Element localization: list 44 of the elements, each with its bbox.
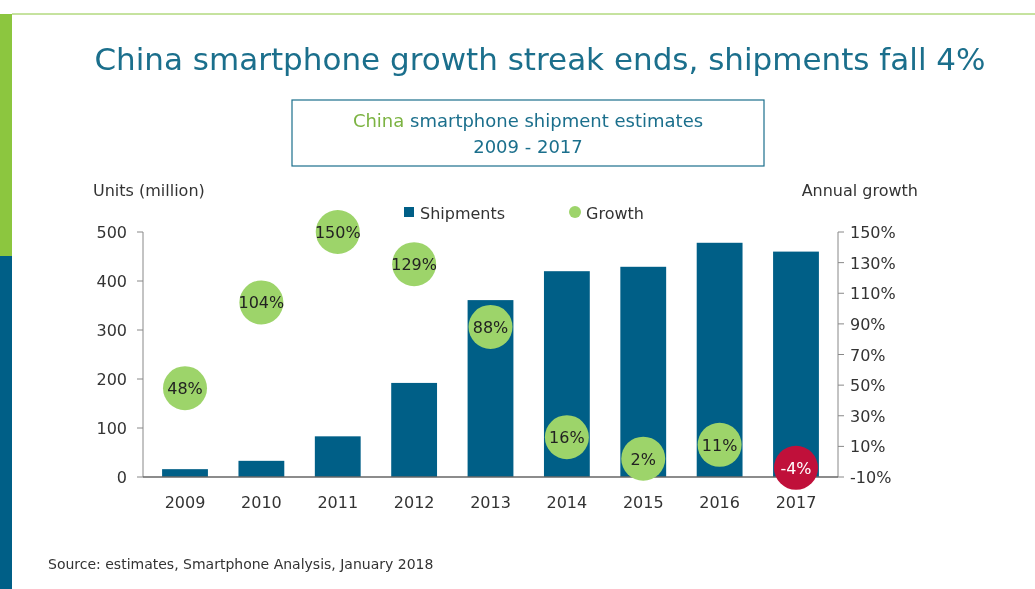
x-tick-label: 2017 — [775, 493, 817, 512]
y-tick-label: 100 — [96, 419, 127, 438]
bar — [391, 382, 438, 477]
x-tick-label: 2010 — [241, 493, 282, 512]
y2-tick-label: 150% — [850, 223, 896, 242]
y-tick-label: 300 — [96, 321, 127, 340]
y2-tick-label: 110% — [850, 284, 896, 304]
data-label: 150% — [314, 223, 361, 242]
y-tick-label: 200 — [96, 370, 127, 389]
y2-tick-label: -10% — [850, 468, 892, 487]
legend-label: Shipments — [420, 204, 506, 223]
x-tick-label: 2014 — [546, 493, 588, 512]
y-axis-title: Units (million) — [93, 181, 205, 200]
x-tick-label: 2013 — [470, 493, 511, 512]
data-label: 48% — [167, 379, 203, 399]
data-label: 2% — [630, 449, 656, 469]
data-label: 129% — [391, 255, 437, 275]
data-label: 88% — [472, 317, 509, 337]
y2-tick-label: 90% — [850, 314, 886, 334]
data-label: 104% — [238, 293, 285, 313]
bar — [162, 469, 208, 477]
legend-label: Growth — [586, 204, 644, 223]
y-tick-label: 500 — [96, 223, 127, 242]
data-label: -4% — [780, 458, 812, 478]
bar — [314, 436, 361, 477]
y-tick-label: 400 — [96, 272, 127, 291]
bar — [238, 460, 285, 477]
y-tick-label: 0 — [116, 468, 127, 487]
y2-tick-label: 30% — [850, 406, 886, 426]
x-tick-label: 2011 — [317, 493, 359, 512]
x-tick-label: 2012 — [393, 493, 435, 512]
y2-tick-label: 50% — [850, 376, 886, 396]
y2-tick-label: 130% — [850, 253, 896, 273]
data-label: 11% — [701, 435, 738, 455]
y2-axis-title: Annual growth — [801, 181, 918, 200]
x-tick-label: 2015 — [622, 493, 664, 512]
y2-tick-label: 10% — [850, 437, 886, 457]
chart-subtitle: China smartphone shipment estimates 2009 - 2017 — [352, 110, 704, 157]
data-label: 16% — [549, 428, 585, 448]
x-tick-label: 2016 — [699, 493, 740, 512]
y2-tick-label: 70% — [850, 345, 886, 365]
x-tick-label: 2009 — [164, 493, 206, 512]
source-note: Source: estimates, Smartphone Analysis, January 2018 — [48, 556, 434, 572]
chart-title: China smartphone growth streak ends, shipments fall 4% — [94, 41, 986, 77]
